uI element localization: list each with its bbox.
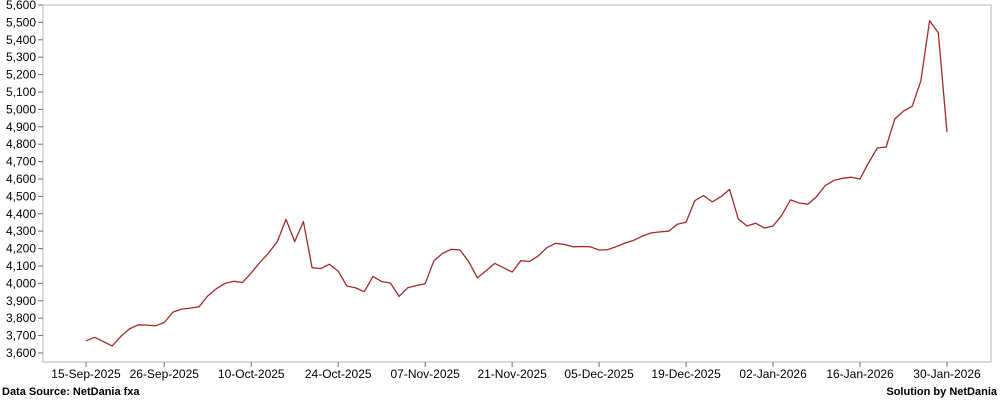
y-axis-tick-label: 5,600 (6, 0, 36, 12)
x-axis-tick-label: 21-Nov-2025 (477, 367, 547, 381)
x-axis-tick-label: 26-Sep-2025 (130, 367, 200, 381)
y-axis-tick-label: 4,400 (6, 207, 36, 221)
x-axis-tick-label: 07-Nov-2025 (390, 367, 460, 381)
plot-area[interactable] (42, 4, 992, 363)
x-axis-tick-label: 15-Sep-2025 (51, 367, 121, 381)
y-axis-tick-label: 3,800 (6, 311, 36, 325)
x-axis-tick-label: 30-Jan-2026 (913, 367, 981, 381)
y-axis-tick-label: 3,700 (6, 329, 36, 343)
solution-label: Solution by NetDania (886, 386, 997, 398)
x-axis-tick-label: 02-Jan-2026 (739, 367, 807, 381)
y-axis-tick-label: 4,000 (6, 276, 36, 290)
y-axis-tick-label: 4,200 (6, 242, 36, 256)
x-axis-tick-label: 19-Dec-2025 (651, 367, 721, 381)
y-axis-tick-label: 4,800 (6, 137, 36, 151)
y-axis-tick-label: 4,100 (6, 259, 36, 273)
y-axis-tick-label: 5,100 (6, 85, 36, 99)
price-chart[interactable]: 3,600 3,700 3,800 3,900 4,000 4,100 4,200 4,300… (0, 0, 1000, 383)
y-axis-tick-label: 3,900 (6, 294, 36, 308)
y-axis-tick-label: 4,700 (6, 155, 36, 169)
x-axis-tick-label: 16-Jan-2026 (826, 367, 894, 381)
y-axis-tick-label: 5,200 (6, 68, 36, 82)
y-axis-tick-label: 4,900 (6, 120, 36, 134)
y-axis-tick-label: 5,300 (6, 50, 36, 64)
y-axis-tick-label: 4,300 (6, 224, 36, 238)
price-line (85, 20, 948, 347)
y-axis-tick-label: 5,000 (6, 102, 36, 116)
y-axis-tick-label: 3,600 (6, 346, 36, 360)
x-axis-tick-label: 24-Oct-2025 (305, 367, 372, 381)
y-axis-tick-label: 5,400 (6, 33, 36, 47)
x-axis-tick-label: 10-Oct-2025 (218, 367, 285, 381)
y-axis-tick-label: 4,500 (6, 189, 36, 203)
x-axis-tick-label: 05-Dec-2025 (564, 367, 634, 381)
data-source-label: Data Source: NetDania fxa (2, 386, 140, 398)
y-axis-tick-label: 5,500 (6, 15, 36, 29)
y-axis-tick-label: 4,600 (6, 172, 36, 186)
chart-footer: Data Source: NetDania fxa Solution by Ne… (0, 384, 1000, 400)
